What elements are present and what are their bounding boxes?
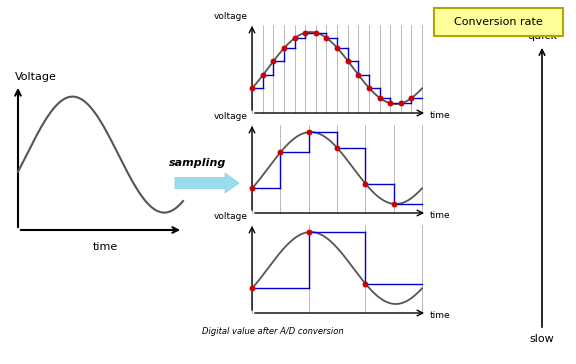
Point [290, 35, 299, 41]
Text: slow: slow [529, 334, 554, 344]
Point [389, 201, 398, 207]
Point [354, 72, 363, 78]
Point [301, 30, 310, 36]
Point [248, 285, 257, 291]
Point [396, 100, 406, 106]
Text: voltage: voltage [214, 12, 248, 21]
Point [332, 145, 342, 151]
Point [248, 86, 257, 91]
Point [361, 181, 370, 186]
Text: time: time [93, 242, 118, 252]
Point [361, 281, 370, 286]
Point [322, 35, 331, 41]
Point [276, 150, 285, 155]
Text: Conversion rate: Conversion rate [454, 17, 543, 27]
FancyArrow shape [175, 173, 239, 193]
Point [304, 229, 313, 235]
Point [385, 100, 395, 106]
Point [375, 95, 384, 100]
Text: sampling: sampling [169, 158, 227, 168]
Point [364, 85, 373, 91]
Text: quick: quick [527, 31, 557, 41]
Text: Voltage: Voltage [15, 72, 57, 82]
Point [304, 129, 313, 135]
Point [279, 46, 289, 51]
Text: time: time [430, 111, 450, 119]
Text: Digital value after A/D conversion: Digital value after A/D conversion [202, 327, 344, 336]
Text: voltage: voltage [214, 212, 248, 221]
Point [258, 72, 267, 78]
Point [311, 30, 320, 36]
Point [332, 45, 342, 51]
FancyBboxPatch shape [434, 8, 563, 36]
Point [407, 95, 416, 101]
Point [343, 58, 353, 63]
Point [268, 59, 278, 64]
Point [248, 185, 257, 191]
Text: time: time [430, 310, 450, 320]
Text: voltage: voltage [214, 112, 248, 121]
Text: time: time [430, 210, 450, 219]
